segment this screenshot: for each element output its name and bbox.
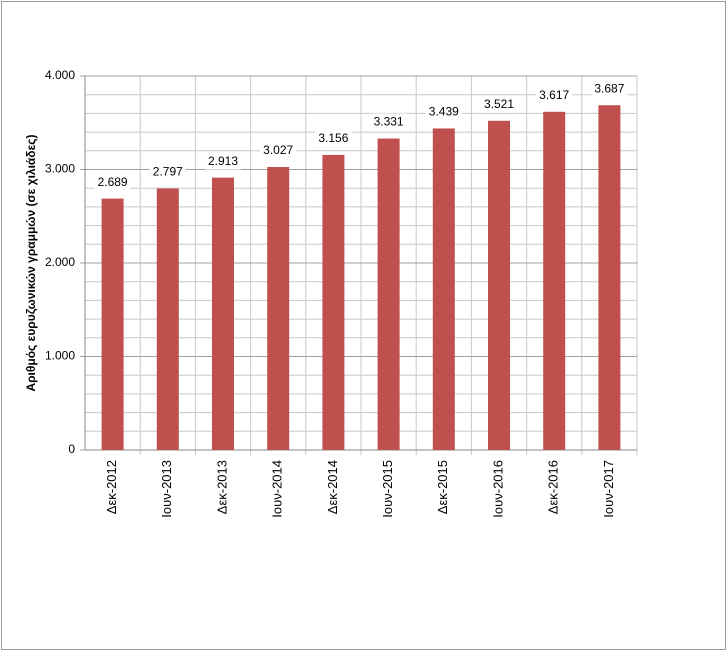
x-tick-label: Δεκ-2012 — [104, 460, 119, 514]
y-axis-label: Αριθμός ευρυζωνικών γραμμών (σε χιλιάδες… — [24, 134, 38, 391]
bar — [212, 177, 234, 450]
value-label: 3.331 — [374, 115, 404, 129]
value-label: 3.687 — [594, 81, 624, 95]
x-tick-label: Ιουν-2014 — [270, 460, 285, 518]
y-tick-label: 0 — [68, 442, 75, 456]
value-label: 3.521 — [484, 97, 514, 111]
bar — [101, 198, 124, 450]
value-label-bg — [94, 173, 131, 191]
bar — [156, 188, 179, 450]
value-label-bg — [591, 80, 628, 98]
x-tick-label: Ιουν-2017 — [601, 460, 616, 518]
value-label: 2.689 — [98, 175, 128, 189]
y-tick-label: 1.000 — [45, 349, 75, 363]
value-label: 3.027 — [263, 143, 293, 157]
y-tick-label: 2.000 — [45, 255, 75, 269]
x-tick-label: Ιουν-2013 — [159, 460, 174, 518]
x-tick-label: Ιουν-2016 — [490, 460, 505, 518]
x-tick-label: Δεκ-2014 — [325, 460, 340, 514]
bar — [377, 138, 400, 450]
value-label: 2.913 — [208, 154, 238, 168]
x-tick-label: Δεκ-2015 — [435, 460, 450, 514]
bar — [322, 154, 345, 450]
y-tick-label: 3.000 — [45, 162, 75, 176]
value-label: 3.617 — [539, 88, 569, 102]
bar — [267, 166, 290, 450]
x-tick-label: Δεκ-2013 — [214, 460, 229, 514]
value-label-bg — [315, 129, 352, 147]
value-label-bg — [425, 103, 462, 121]
bar — [598, 105, 621, 450]
bar — [543, 111, 566, 451]
value-label-bg — [481, 95, 517, 113]
value-label: 3.439 — [429, 105, 459, 119]
bar — [488, 120, 510, 450]
x-tick-label: Δεκ-2016 — [546, 460, 561, 514]
y-tick-label: 4.000 — [45, 68, 75, 82]
value-label: 3.156 — [318, 131, 348, 145]
value-label-bg — [536, 86, 573, 104]
value-label-bg — [205, 152, 241, 170]
value-label-bg — [370, 113, 407, 131]
value-label: 2.797 — [153, 165, 183, 179]
value-label-bg — [149, 163, 186, 181]
bar — [432, 128, 455, 451]
x-tick-label: Ιουν-2015 — [380, 460, 395, 518]
value-label-bg — [260, 141, 297, 159]
